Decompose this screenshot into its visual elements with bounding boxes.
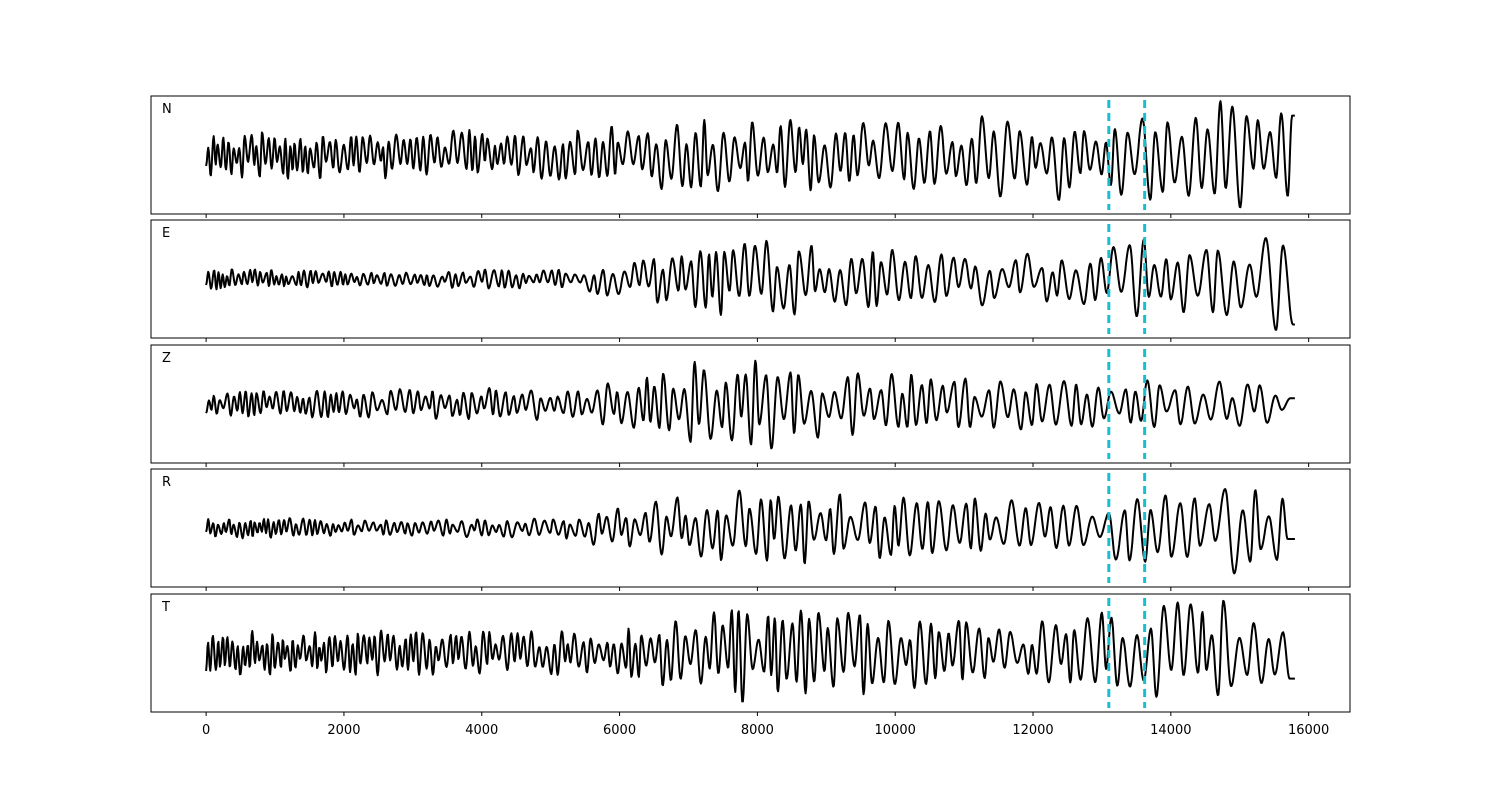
x-tick-label: 10000 — [875, 723, 916, 738]
channel-label: T — [161, 600, 170, 615]
trace-n — [205, 100, 1296, 209]
channel-panel-e: E — [150, 219, 1351, 342]
x-tick-label: 6000 — [603, 723, 636, 738]
x-axis: 0 2000 4000 6000 8000 10000 12000 14000 16000 — [202, 723, 1329, 738]
panel-frame — [150, 95, 1351, 215]
trace-t — [205, 599, 1296, 703]
x-tick-label: 14000 — [1150, 723, 1191, 738]
channel-panel-z: Z — [150, 344, 1351, 467]
x-tick-label: 16000 — [1288, 723, 1329, 738]
channel-panels: N E Z R T — [150, 95, 1351, 716]
channel-label: N — [162, 102, 172, 117]
channel-label: R — [162, 475, 171, 490]
trace-e — [205, 237, 1296, 331]
x-tick-label: 8000 — [741, 723, 774, 738]
channel-panel-r: R — [150, 468, 1351, 591]
panel-frame — [150, 593, 1351, 713]
trace-z — [205, 359, 1296, 450]
channel-label: Z — [162, 351, 171, 366]
x-tick-label: 2000 — [327, 723, 360, 738]
x-tick-label: 12000 — [1012, 723, 1053, 738]
trace-r — [205, 488, 1296, 575]
panel-frame — [150, 219, 1351, 339]
x-tick-label: 0 — [202, 723, 210, 738]
panel-frame — [150, 344, 1351, 464]
channel-panel-n: N — [150, 95, 1351, 218]
panel-frame — [150, 468, 1351, 588]
channel-panel-t: T — [150, 593, 1351, 716]
channel-label: E — [162, 226, 170, 241]
x-tick-label: 4000 — [465, 723, 498, 738]
